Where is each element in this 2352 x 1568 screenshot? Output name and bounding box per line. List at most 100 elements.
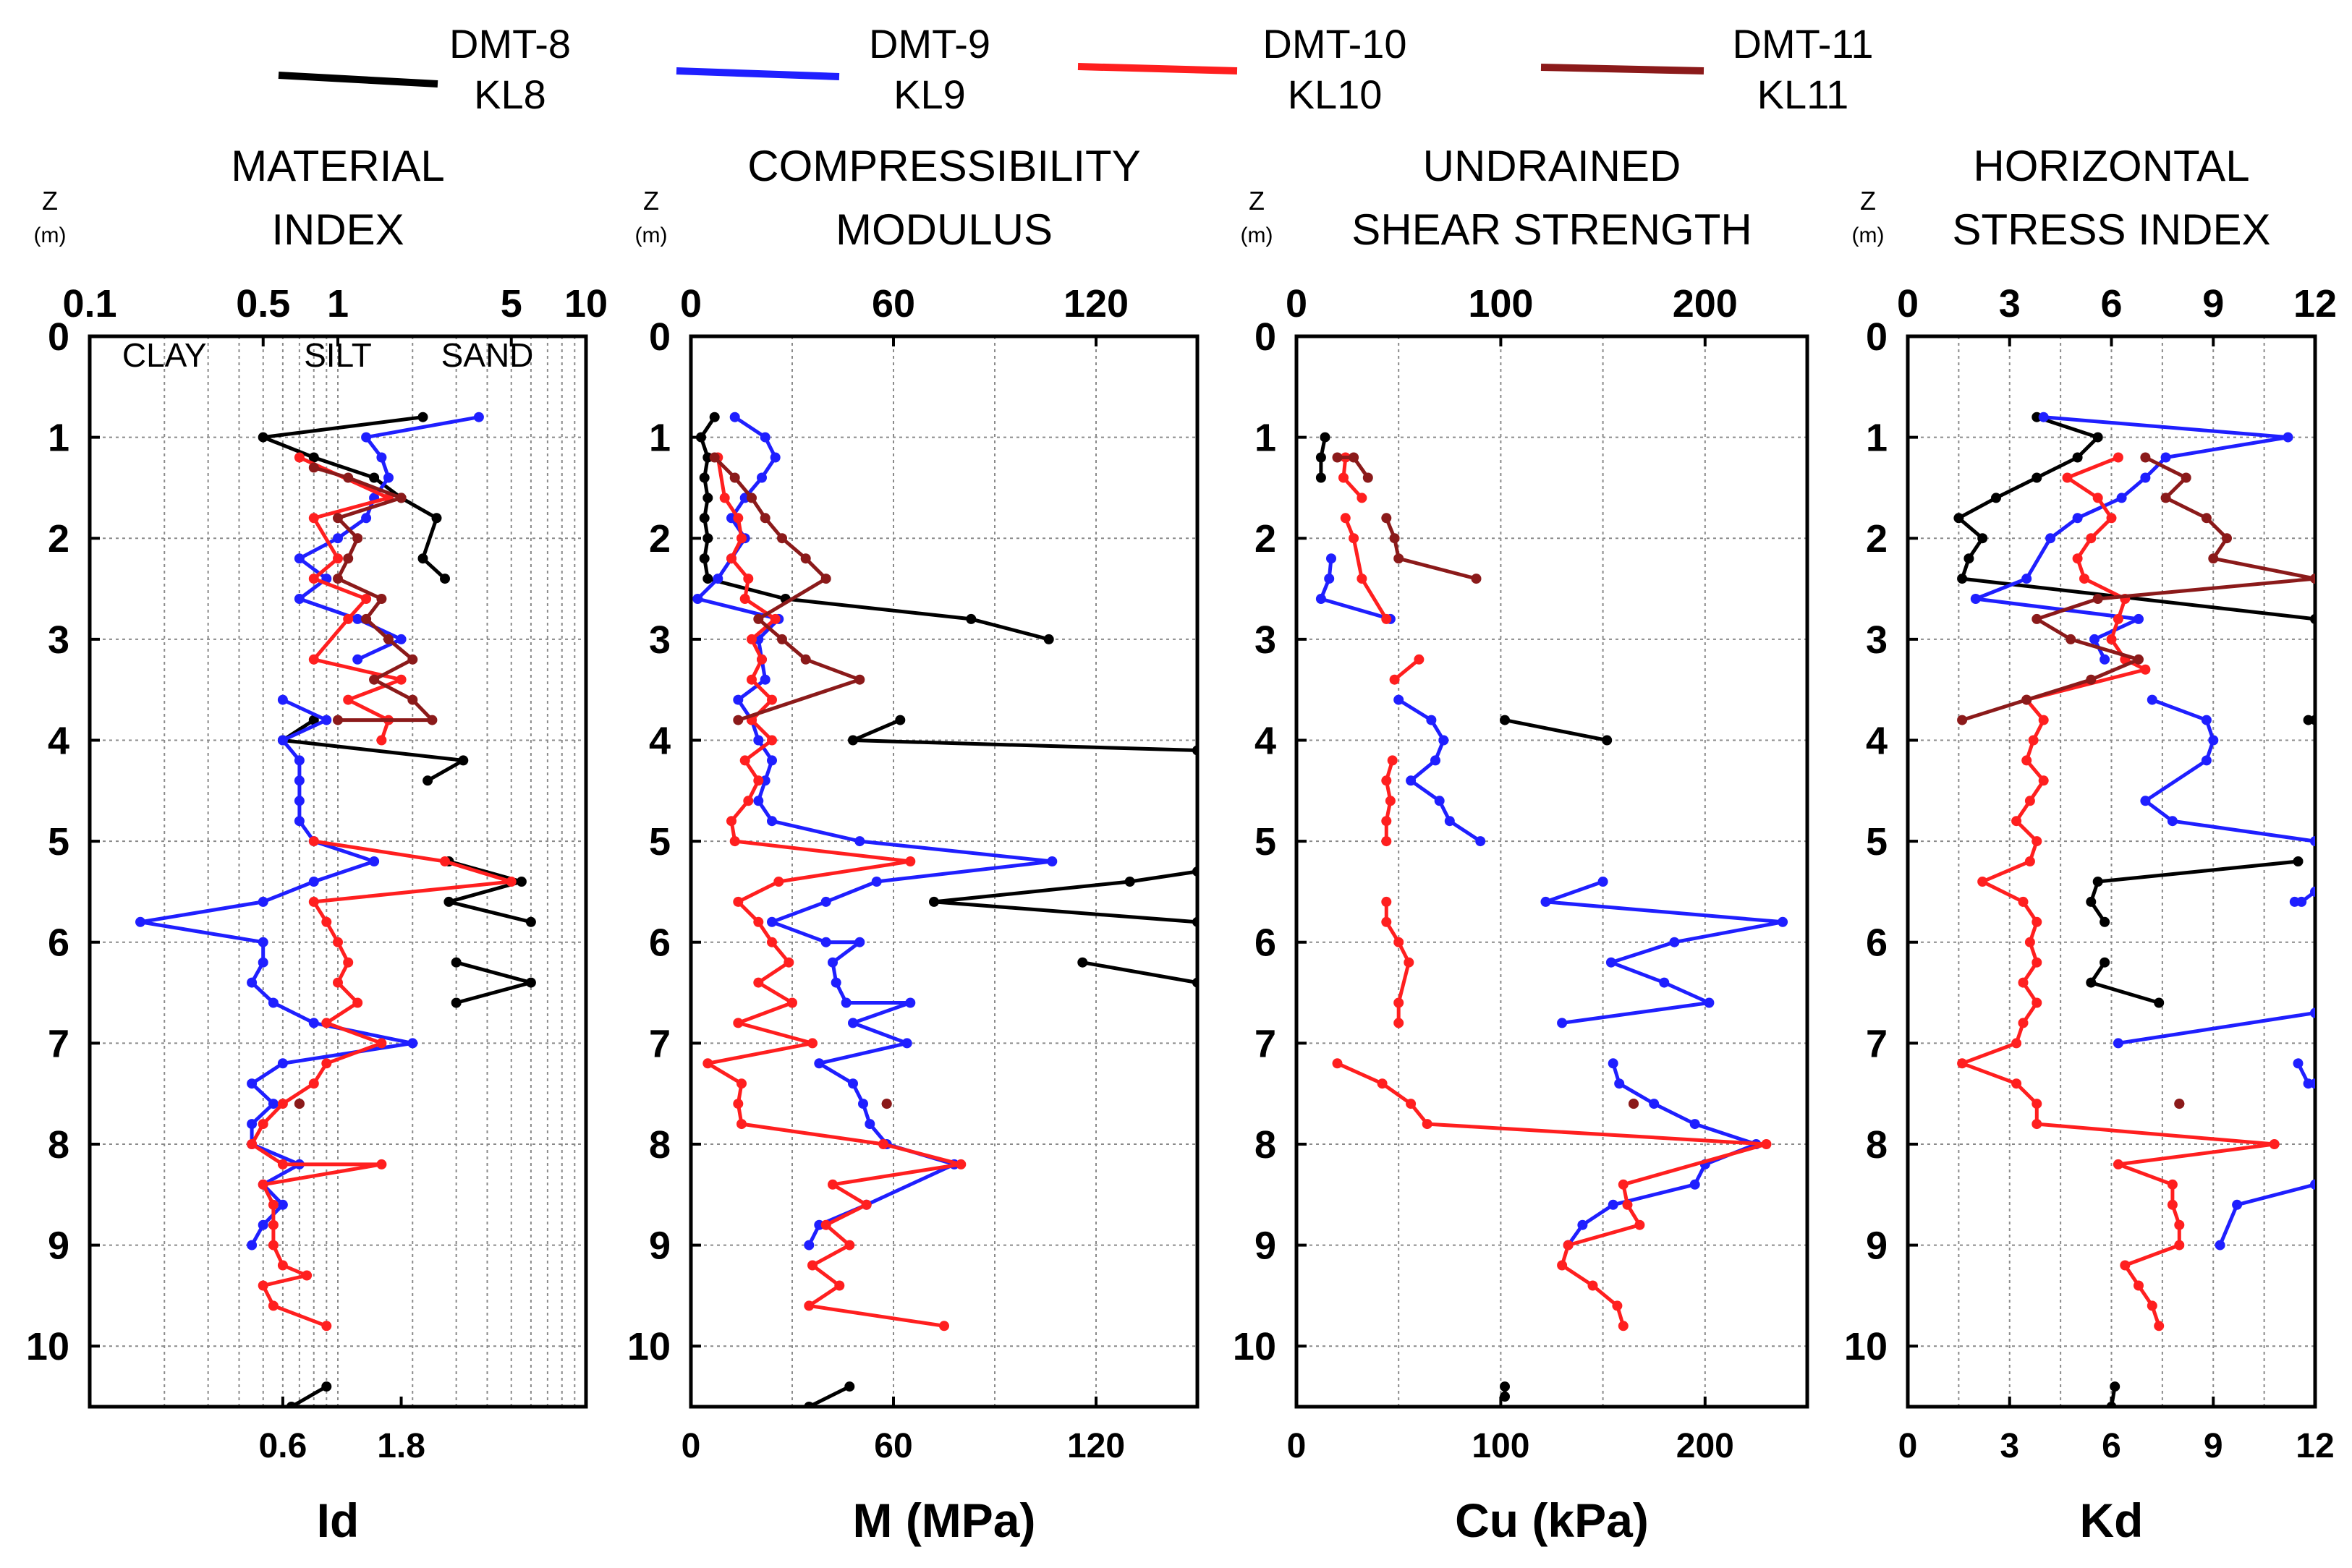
data-point xyxy=(753,916,764,927)
data-point xyxy=(770,452,781,463)
series-line xyxy=(1544,879,1785,1025)
data-point xyxy=(834,1280,845,1291)
data-point xyxy=(2293,1058,2304,1069)
data-point xyxy=(258,1219,268,1230)
depth-axis-label: Z xyxy=(1860,186,1876,216)
data-point xyxy=(807,1038,818,1049)
depth-tick-label: 3 xyxy=(649,618,671,662)
data-point xyxy=(1957,574,1968,584)
data-point xyxy=(2201,513,2212,524)
data-point xyxy=(2072,452,2083,463)
data-point xyxy=(881,1099,892,1109)
data-point xyxy=(1577,1219,1588,1230)
data-point xyxy=(733,1018,744,1028)
data-point xyxy=(1315,472,1326,483)
bottom-tick-label: 200 xyxy=(1676,1427,1734,1465)
legend-swatch xyxy=(1540,64,1704,74)
data-point xyxy=(2092,432,2103,443)
data-point xyxy=(820,896,831,907)
data-point xyxy=(1540,896,1551,907)
data-point xyxy=(1689,1119,1700,1130)
series-dmt-8 xyxy=(1315,432,1613,1402)
bottom-tick-label: 0 xyxy=(1287,1427,1307,1465)
depth-axis-label: Z xyxy=(643,186,659,216)
data-point xyxy=(352,533,363,544)
data-point xyxy=(2310,1078,2315,1089)
top-tick-label: 60 xyxy=(872,282,915,325)
depth-tick-label: 9 xyxy=(1866,1224,1888,1268)
legend-entry-dmt-11: DMT-11 KL11 xyxy=(1540,21,1874,117)
data-point xyxy=(1438,735,1449,746)
data-point xyxy=(1349,533,1359,544)
data-point xyxy=(854,937,865,947)
data-point xyxy=(1406,775,1417,786)
data-point xyxy=(1563,1240,1574,1250)
data-point xyxy=(2160,493,2171,503)
data-point xyxy=(804,1240,815,1250)
data-point xyxy=(308,877,319,887)
data-point xyxy=(431,513,442,524)
data-point xyxy=(2208,553,2219,564)
data-point xyxy=(1587,1280,1598,1291)
data-point xyxy=(1362,472,1373,483)
data-point xyxy=(277,735,288,746)
depth-tick-label: 10 xyxy=(26,1325,69,1368)
data-point xyxy=(2160,452,2171,463)
bottom-tick-label: 60 xyxy=(874,1427,912,1465)
series-line xyxy=(138,698,415,1246)
series-line xyxy=(1393,657,1420,681)
data-point xyxy=(321,715,332,725)
data-point xyxy=(1957,715,1968,725)
data-point xyxy=(2147,694,2157,705)
data-point xyxy=(1614,1078,1625,1089)
data-point xyxy=(343,957,354,968)
soil-annotation-sand: SAND xyxy=(441,336,534,374)
data-point xyxy=(258,432,268,443)
legend-swatch xyxy=(676,67,840,80)
data-point xyxy=(1357,574,1367,584)
depth-tick-label: 10 xyxy=(1844,1325,1888,1368)
depth-tick-label: 10 xyxy=(627,1325,671,1368)
legend-label-line2: KL8 xyxy=(474,72,546,117)
data-point xyxy=(525,977,536,988)
data-point xyxy=(369,856,380,866)
data-point xyxy=(848,1078,858,1089)
data-point xyxy=(2089,634,2100,644)
data-point xyxy=(333,533,343,544)
data-point xyxy=(268,1199,279,1210)
data-point xyxy=(2134,613,2144,624)
data-point xyxy=(760,432,770,443)
data-point xyxy=(2032,957,2042,968)
data-point xyxy=(2208,735,2219,746)
data-point xyxy=(2293,856,2304,866)
data-point xyxy=(308,1078,319,1089)
panel-title-line2: STRESS INDEX xyxy=(1952,205,2270,254)
bottom-tick-label: 12 xyxy=(2296,1427,2334,1465)
data-point xyxy=(878,1139,888,1149)
data-point xyxy=(2038,412,2049,422)
bottom-tick-label: 9 xyxy=(2204,1427,2223,1465)
data-point xyxy=(1953,513,1964,524)
data-point xyxy=(247,1078,258,1089)
bottom-tick-label: 100 xyxy=(1472,1427,1529,1465)
data-point xyxy=(277,1058,288,1069)
data-point xyxy=(258,1179,268,1190)
data-point xyxy=(2113,1159,2123,1169)
bottom-tick-label: 1.8 xyxy=(377,1427,425,1465)
panel-series xyxy=(692,412,1197,1407)
data-point xyxy=(767,937,777,947)
data-point xyxy=(733,896,744,907)
data-point xyxy=(814,1058,825,1069)
data-point xyxy=(753,735,764,746)
data-point xyxy=(2120,1260,2131,1271)
depth-tick-label: 5 xyxy=(1866,820,1888,864)
data-point xyxy=(2032,1119,2042,1130)
data-point xyxy=(861,1199,872,1210)
data-point xyxy=(767,755,777,766)
data-point xyxy=(767,816,777,827)
data-point xyxy=(352,997,363,1008)
panel-series xyxy=(1315,432,1788,1402)
depth-tick-label: 6 xyxy=(1866,921,1888,965)
data-point xyxy=(1393,694,1404,705)
